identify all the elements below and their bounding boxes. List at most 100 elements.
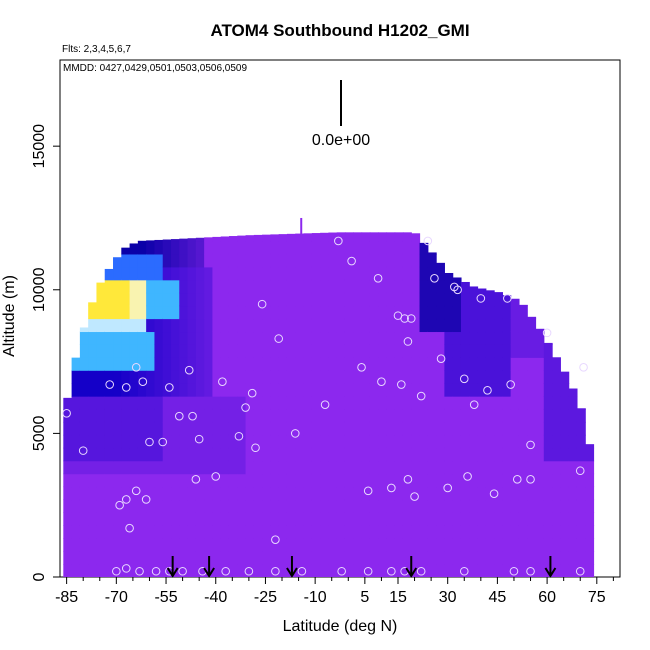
heat-cell (79, 525, 89, 539)
heat-cell (494, 512, 503, 526)
heat-cell (162, 538, 172, 552)
heat-cell (485, 408, 495, 423)
heat-cell (444, 460, 454, 475)
heat-cell (195, 512, 205, 526)
heat-cell (344, 253, 354, 268)
heat-cell (353, 499, 363, 513)
heat-cell (560, 551, 570, 565)
heat-cell (228, 292, 238, 307)
profile-point (141, 495, 151, 504)
heat-cell (494, 447, 503, 462)
heat-cell (452, 318, 462, 333)
heat-cell (220, 460, 230, 475)
heat-cell (328, 564, 338, 577)
heat-cell (286, 266, 296, 281)
heat-cell (179, 499, 189, 513)
profile-point (377, 377, 386, 386)
heat-cell (353, 305, 363, 320)
heat-cell (137, 499, 147, 513)
heat-cell (237, 538, 247, 552)
heat-cell (402, 240, 412, 255)
heat-cell (427, 408, 437, 423)
heat-cell (146, 370, 156, 384)
heat-cell (535, 460, 545, 475)
heat-cell (237, 408, 247, 423)
heat-cell (419, 396, 429, 410)
heat-cell (560, 447, 570, 462)
heat-cell (494, 408, 503, 423)
heat-cell (543, 408, 553, 423)
heat-cell (303, 305, 313, 320)
heat-cell (411, 266, 421, 281)
heat-cell (427, 421, 437, 436)
heat-cell (469, 421, 479, 436)
profile-point (290, 429, 300, 438)
heat-cell (104, 396, 114, 410)
heat-cell (71, 408, 81, 423)
heat-cell (295, 331, 305, 345)
heat-cell (510, 344, 520, 358)
heat-cell (361, 383, 371, 397)
heat-cell (71, 434, 81, 449)
heat-cell (88, 331, 98, 345)
heat-cell (96, 344, 106, 358)
heat-cell (543, 447, 553, 462)
heat-cell (411, 318, 421, 333)
heat-cell (187, 240, 197, 255)
heat-cell (378, 421, 387, 436)
profile-point (174, 411, 184, 421)
heat-cell (253, 253, 263, 268)
heat-cell (104, 473, 114, 488)
heat-cell (576, 421, 586, 436)
heat-cell (469, 564, 479, 577)
heat-cell (146, 564, 156, 577)
heat-cell (303, 344, 313, 358)
heat-cell (146, 279, 156, 294)
heat-cell (245, 512, 255, 526)
heat-cell (270, 240, 280, 255)
heat-cell (552, 434, 561, 449)
x-tick-label: 75 (588, 589, 606, 606)
heat-cell (195, 447, 205, 462)
profile-point (138, 377, 148, 386)
heat-cell (179, 473, 189, 488)
heat-cell (286, 305, 296, 320)
heat-cell (394, 357, 404, 371)
heat-cell (344, 408, 354, 423)
heat-cell (311, 357, 321, 371)
heat-cell (270, 253, 280, 268)
heat-cell (121, 486, 131, 501)
heat-cell (469, 396, 479, 410)
heat-cell (527, 525, 537, 539)
heat-cell (104, 551, 114, 565)
heat-cell (485, 305, 495, 320)
heat-cell (270, 279, 280, 294)
heat-cell (518, 460, 528, 475)
heat-cell (171, 318, 180, 333)
heat-cell (527, 499, 537, 513)
heat-cell (311, 499, 321, 513)
heat-cell (295, 370, 305, 384)
heat-cell (88, 421, 98, 436)
heat-cell (187, 460, 197, 475)
heat-cell (137, 421, 147, 436)
heat-cell (444, 473, 454, 488)
heat-cell (527, 486, 537, 501)
heat-cell (502, 396, 512, 410)
heat-cell (378, 396, 387, 410)
heat-cell (278, 370, 288, 384)
heat-cell (220, 240, 230, 255)
heat-cell (328, 460, 338, 475)
heat-cell (336, 551, 346, 565)
heat-cell (369, 434, 379, 449)
heat-cell (162, 383, 172, 397)
heat-cell (436, 305, 445, 320)
heat-cell (328, 421, 338, 436)
heat-cell (179, 434, 189, 449)
heat-cell (171, 396, 180, 410)
heat-cell (262, 408, 272, 423)
heat-cell (510, 421, 520, 436)
heat-cell (253, 408, 263, 423)
x-tick-label: 5 (360, 589, 369, 606)
